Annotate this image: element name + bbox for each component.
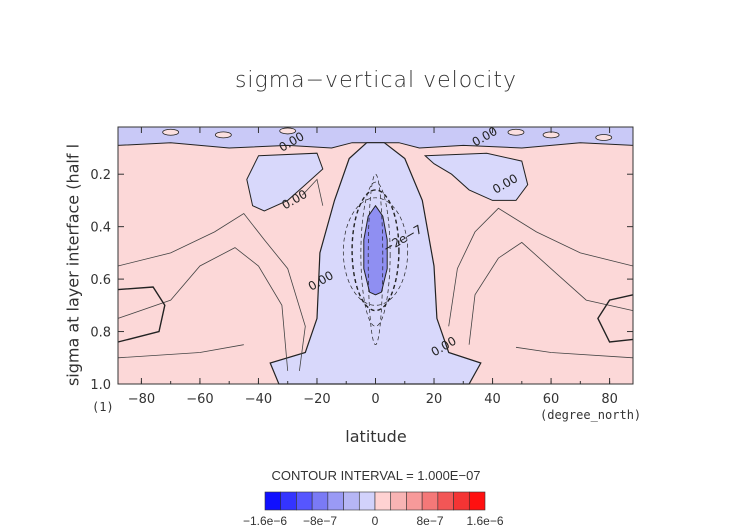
positive-contour <box>117 286 166 343</box>
x-tick-label: 40 <box>484 392 501 407</box>
colorbar: −1.6e−6 −8e−7 0 8e−7 1.6e−6 <box>243 491 504 528</box>
positive-contour <box>468 241 634 345</box>
colorbar-swatch <box>327 491 344 511</box>
y-tick-label: 0.6 <box>90 273 111 288</box>
upper-negative-band <box>117 126 634 149</box>
right-negative-lobe <box>423 152 529 201</box>
x-axis-ticks: −80 −60 −40 −20 0 20 40 60 80 <box>128 127 618 407</box>
contour-interval-text: CONTOUR INTERVAL = 1.000E−07 <box>271 468 481 483</box>
colorbar-label: 8e−7 <box>416 514 443 528</box>
colorbar-swatch <box>421 491 439 511</box>
x-tick-label: −20 <box>303 392 330 407</box>
colorbar-swatch <box>390 491 407 511</box>
y-tick-label: 1.0 <box>90 378 111 393</box>
colorbar-swatch <box>343 491 360 511</box>
colorbar-label: −1.6e−6 <box>243 514 287 528</box>
small-cell <box>214 131 232 139</box>
negative-contour <box>367 173 384 346</box>
y-tick-label: 0.8 <box>90 326 111 341</box>
x-tick-label: 20 <box>426 392 443 407</box>
colorbar-label: 0 <box>372 514 379 528</box>
chart-title: sigma−vertical velocity <box>234 68 518 93</box>
colorbar-swatch <box>280 491 297 511</box>
positive-contour <box>597 294 634 343</box>
colorbar-swatch <box>358 491 376 511</box>
colorbar-swatch <box>264 491 282 511</box>
negative-contour <box>360 181 391 327</box>
x-tick-label: 80 <box>601 392 618 407</box>
negative-contour <box>351 189 400 312</box>
positive-contour <box>448 207 634 327</box>
positive-contour <box>117 344 244 359</box>
small-cell <box>595 134 613 141</box>
colorbar-swatch <box>468 491 486 511</box>
strong-negative-core <box>363 204 388 296</box>
colorbar-label: 1.6e−6 <box>466 514 503 528</box>
x-tick-label: 0 <box>371 392 379 407</box>
small-cell <box>279 127 297 135</box>
x-tick-label: −60 <box>186 392 213 407</box>
positive-contour <box>117 212 306 371</box>
colorbar-swatch <box>311 491 329 511</box>
left-negative-lobe <box>246 152 324 212</box>
colorbar-swatch <box>437 491 454 511</box>
y-axis-unit: (1) <box>92 400 114 414</box>
y-tick-label: 0.4 <box>90 221 111 236</box>
colorbar-swatch <box>453 491 470 511</box>
colorbar-label: −8e−7 <box>303 514 337 528</box>
small-cell <box>507 128 525 136</box>
y-tick-label: 0.2 <box>90 168 111 183</box>
x-tick-label: 60 <box>543 392 560 407</box>
y-axis-label: sigma at layer interface (half l <box>63 143 83 387</box>
y-axis-ticks: 0.2 0.4 0.6 0.8 1.0 <box>90 168 633 393</box>
positive-contour <box>515 346 634 359</box>
negative-contour <box>342 197 409 306</box>
contour-lines <box>117 173 634 371</box>
x-tick-label: −40 <box>245 392 272 407</box>
x-axis-label: latitude <box>345 427 407 446</box>
positive-contour <box>302 178 324 206</box>
colorbar-swatch <box>406 491 423 511</box>
small-cell <box>162 128 180 136</box>
contour-fills <box>117 126 634 385</box>
x-axis-unit: (degree_north) <box>540 408 642 422</box>
x-tick-label: −80 <box>128 392 155 407</box>
positive-contour <box>117 247 289 371</box>
colorbar-swatch <box>374 491 392 511</box>
colorbar-swatch <box>296 491 313 511</box>
